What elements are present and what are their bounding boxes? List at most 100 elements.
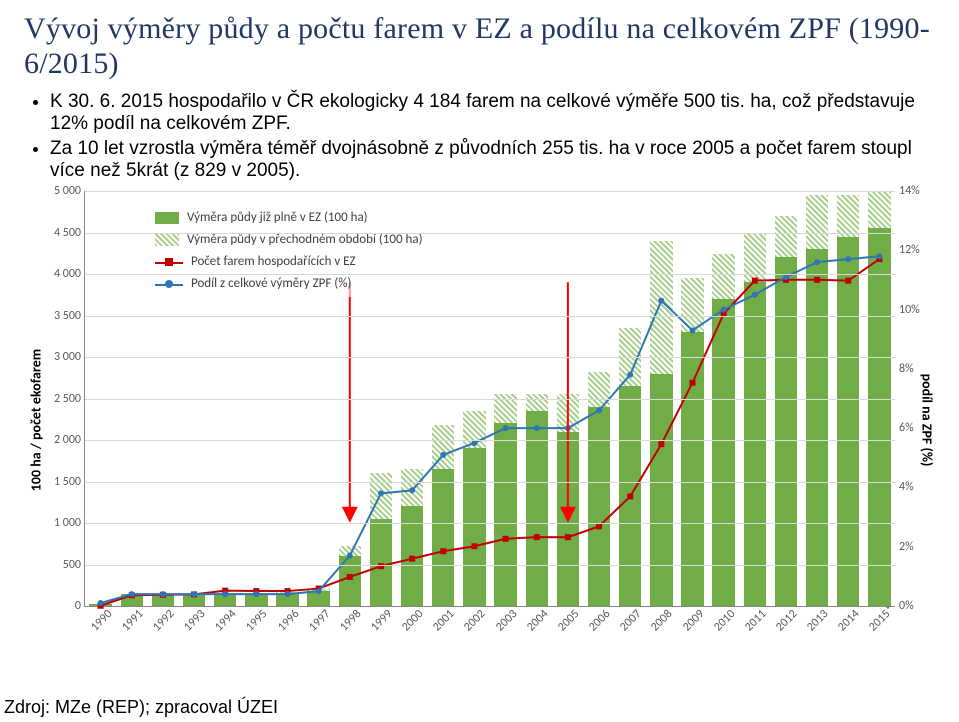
legend-label: Výměra půdy již plně v EZ (100 ha) bbox=[187, 207, 368, 229]
x-tick: 2012 bbox=[773, 607, 800, 634]
bar-area-transition bbox=[432, 425, 454, 469]
x-tick: 1992 bbox=[150, 607, 177, 634]
x-tick: 1995 bbox=[244, 607, 271, 634]
legend: Výměra půdy již plně v EZ (100 ha) Výměr… bbox=[151, 205, 427, 297]
x-tick: 2004 bbox=[524, 607, 551, 634]
x-tick: 2013 bbox=[804, 607, 831, 634]
bar-area-transition bbox=[775, 216, 797, 258]
bar-area-full bbox=[557, 432, 579, 606]
bar-area-transition bbox=[837, 195, 859, 237]
y-tick: 5 000 bbox=[54, 184, 85, 198]
bar-area-transition bbox=[588, 372, 610, 407]
bar-area-full bbox=[744, 282, 766, 606]
bar-area-full bbox=[588, 407, 610, 606]
x-tick: 2002 bbox=[462, 607, 489, 634]
plot-area: Výměra půdy již plně v EZ (100 ha) Výměr… bbox=[84, 191, 895, 607]
bar-area-full bbox=[245, 594, 267, 606]
x-tick: 2010 bbox=[711, 607, 738, 634]
bar-area-transition bbox=[307, 589, 329, 591]
bar-area-full bbox=[868, 228, 890, 606]
x-tick: 2005 bbox=[555, 607, 582, 634]
y-tick: 1 000 bbox=[54, 516, 85, 530]
bar-area-transition bbox=[276, 592, 298, 594]
y2-tick: 6% bbox=[895, 421, 914, 435]
x-tick: 2000 bbox=[399, 607, 426, 634]
bar-area-transition bbox=[712, 254, 734, 299]
bar-area-transition bbox=[370, 473, 392, 519]
x-tick: 2001 bbox=[431, 607, 458, 634]
y-tick: 3 500 bbox=[54, 309, 85, 323]
y2-tick: 10% bbox=[895, 303, 920, 317]
x-tick: 2014 bbox=[836, 607, 863, 634]
legend-swatch-hatch-icon bbox=[155, 234, 179, 246]
x-tick: 2009 bbox=[680, 607, 707, 634]
source-caption: Zdroj: MZe (REP); zpracoval ÚZEI bbox=[4, 697, 278, 718]
chart: 100 ha / počet ekofarem podíl na ZPF (%)… bbox=[24, 185, 935, 655]
bar-area-transition bbox=[681, 278, 703, 332]
x-tick: 1994 bbox=[212, 607, 239, 634]
y-tick: 2 000 bbox=[54, 433, 85, 447]
page-title: Vývoj výměry půdy a počtu farem v EZ a p… bbox=[24, 12, 935, 81]
bar-area-transition bbox=[183, 594, 205, 595]
bar-area-transition bbox=[868, 191, 890, 228]
bar-area-full bbox=[121, 594, 143, 606]
bar-area-transition bbox=[526, 394, 548, 411]
x-tick: 2011 bbox=[742, 607, 769, 634]
x-tick: 1990 bbox=[88, 607, 115, 634]
legend-item-area-full: Výměra půdy již plně v EZ (100 ha) bbox=[155, 207, 423, 229]
bar-area-full bbox=[463, 448, 485, 606]
y2-tick: 2% bbox=[895, 540, 914, 554]
bar-area-transition bbox=[806, 195, 828, 249]
x-tick: 1991 bbox=[119, 607, 146, 634]
y2-axis-label: podíl na ZPF (%) bbox=[919, 360, 936, 480]
x-tick: 2008 bbox=[649, 607, 676, 634]
y-axis-label: 100 ha / počet ekofarem bbox=[28, 310, 45, 530]
y2-tick: 0% bbox=[895, 599, 914, 613]
y2-tick: 12% bbox=[895, 243, 920, 257]
y-tick: 2 500 bbox=[54, 392, 85, 406]
x-tick: 2007 bbox=[617, 607, 644, 634]
bar-area-full bbox=[370, 519, 392, 606]
legend-item-farms: Počet farem hospodařících v EZ bbox=[155, 251, 423, 273]
bar-area-full bbox=[775, 257, 797, 606]
bar-area-transition bbox=[463, 411, 485, 448]
bar-area-full bbox=[214, 594, 236, 606]
bar-area-full bbox=[619, 386, 641, 606]
x-tick: 2006 bbox=[586, 607, 613, 634]
x-tick: 2003 bbox=[493, 607, 520, 634]
bar-area-transition bbox=[339, 546, 361, 556]
legend-label: Podíl z celkové výměry ZPF (%) bbox=[191, 273, 352, 295]
bullet-list: K 30. 6. 2015 hospodařilo v ČR ekologick… bbox=[24, 91, 935, 182]
bar-area-full bbox=[307, 591, 329, 606]
bar-area-full bbox=[712, 299, 734, 606]
bar-area-transition bbox=[245, 593, 267, 594]
bar-area-full bbox=[401, 506, 423, 606]
y-tick: 1 500 bbox=[54, 475, 85, 489]
x-tick: 1999 bbox=[368, 607, 395, 634]
bar-area-full bbox=[650, 374, 672, 606]
bullet-item: K 30. 6. 2015 hospodařilo v ČR ekologick… bbox=[50, 91, 935, 135]
bar-area-full bbox=[276, 594, 298, 606]
y-tick: 3 000 bbox=[54, 350, 85, 364]
y-tick: 4 000 bbox=[54, 267, 85, 281]
x-tick: 2015* bbox=[867, 603, 898, 634]
x-tick: 1993 bbox=[181, 607, 208, 634]
bar-area-full bbox=[152, 594, 174, 606]
y-tick: 0 bbox=[75, 599, 85, 613]
bar-area-transition bbox=[214, 593, 236, 594]
bar-area-full bbox=[806, 249, 828, 606]
slide: Vývoj výměry půdy a počtu farem v EZ a p… bbox=[0, 0, 959, 722]
y-tick: 4 500 bbox=[54, 226, 85, 240]
y2-tick: 4% bbox=[895, 480, 914, 494]
bar-area-transition bbox=[744, 234, 766, 282]
bar-area-transition bbox=[401, 469, 423, 506]
y-tick: 500 bbox=[63, 558, 85, 572]
bar-area-full bbox=[494, 423, 516, 606]
legend-item-zpf: Podíl z celkové výměry ZPF (%) bbox=[155, 273, 423, 295]
y2-tick: 14% bbox=[895, 184, 920, 198]
bar-area-full bbox=[89, 604, 111, 606]
x-tick: 1996 bbox=[275, 607, 302, 634]
bullet-item: Za 10 let vzrostla výměra téměř dvojnáso… bbox=[50, 138, 935, 182]
bar-area-transition bbox=[650, 241, 672, 374]
bar-area-full bbox=[432, 469, 454, 606]
